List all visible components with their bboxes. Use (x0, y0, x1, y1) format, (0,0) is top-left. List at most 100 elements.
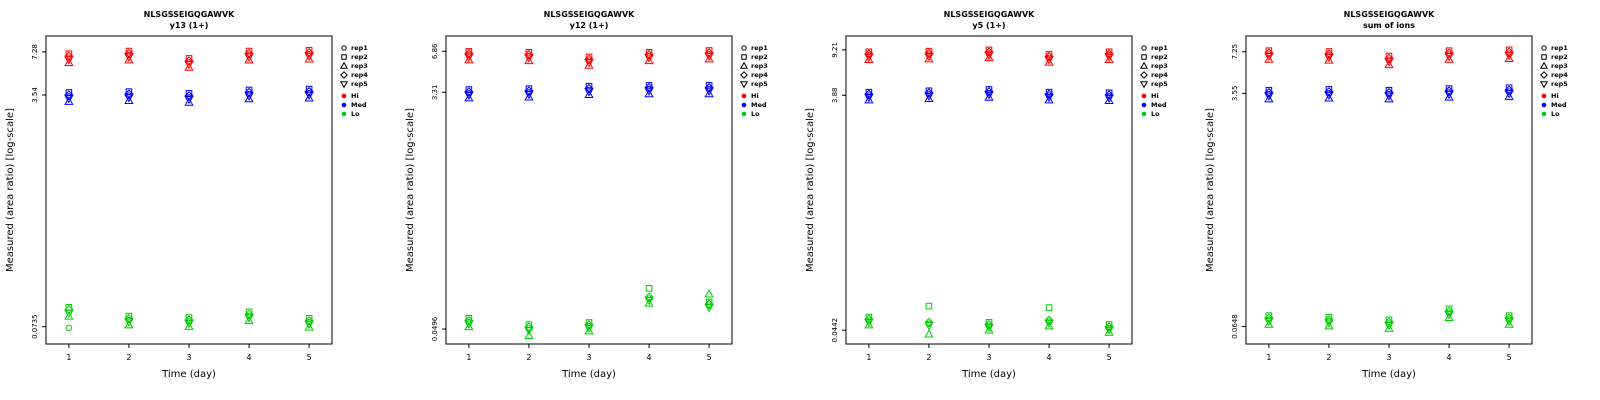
x-tick-label: 3 (1386, 353, 1391, 362)
data-point-triangle-down (1044, 319, 1054, 329)
data-point-triangle-up (184, 62, 194, 71)
legend-swatch-Hi (341, 93, 347, 99)
title-peptide: NLSGSSEIGQGAWVK (944, 10, 1036, 19)
data-point-triangle-up (704, 54, 714, 63)
data-point-diamond (1044, 51, 1054, 61)
data-point-diamond (924, 88, 934, 98)
data-point-diamond (1444, 86, 1454, 96)
legend-label-Lo: Lo (751, 110, 760, 118)
data-point-circle (1141, 45, 1147, 51)
data-point-diamond (304, 86, 314, 96)
data-point-triangle-down (1264, 92, 1274, 101)
chart-panel-y5: NLSGSSEIGQGAWVK y5 (1+) 9.21 3.88 0.0442 1 2 3 4… (805, 10, 1168, 380)
data-point-triangle-down (464, 53, 474, 62)
data-point-triangle-up (1104, 54, 1114, 64)
data-point-triangle-up (984, 325, 994, 334)
data-point-diamond (1104, 322, 1114, 332)
data-point-triangle-up (1539, 61, 1549, 69)
data-point-circle (1541, 45, 1547, 51)
y-tick-label: 0.0648 (1231, 314, 1239, 339)
data-point-triangle-up (1384, 323, 1394, 332)
data-point-triangle-down (244, 314, 254, 323)
title-ion: sum of ions (1363, 21, 1415, 30)
legend-label-Hi: Hi (1551, 92, 1559, 100)
data-point-triangle-down (584, 88, 594, 97)
data-point-diamond (644, 83, 654, 93)
data-point-triangle-up (1324, 55, 1334, 64)
legend-swatch-Lo (1141, 111, 1147, 117)
data-point-triangle-up (1044, 321, 1054, 330)
data-point-triangle-up (244, 55, 254, 64)
data-point-diamond (464, 87, 474, 97)
x-tick-label: 5 (707, 353, 712, 362)
data-point-triangle-up (644, 55, 654, 65)
data-point-triangle-up (1504, 91, 1514, 100)
legend-label-Med: Med (1151, 101, 1167, 109)
data-point-triangle-down (984, 51, 994, 61)
data-point-diamond (1384, 53, 1394, 63)
x-tick-label: 4 (647, 353, 652, 362)
legend-swatch-Med (741, 102, 747, 108)
data-point-triangle-down (864, 93, 874, 103)
data-point-triangle-down (64, 56, 74, 65)
legend-label-rep2: rep2 (1151, 53, 1168, 61)
data-point-diamond (1384, 317, 1394, 327)
legend-label-Hi: Hi (351, 92, 359, 100)
legend-swatch-Hi (1141, 93, 1147, 99)
title-ion: y5 (1+) (972, 21, 1005, 30)
data-point-diamond (524, 322, 534, 332)
legend-swatch-Lo (1541, 111, 1547, 117)
data-point-triangle-down (1504, 318, 1514, 327)
data-point-diamond (244, 87, 254, 97)
chart-title: NLSGSSEIGQGAWVK y13 (1+) (144, 10, 236, 30)
x-tick-label: 1 (1266, 353, 1271, 362)
data-point-diamond (524, 49, 534, 59)
data-point-triangle-down (704, 52, 714, 62)
y-tick-label: 6.86 (431, 43, 439, 59)
data-point-triangle-up (984, 92, 994, 101)
data-point-triangle-up (304, 93, 314, 102)
data-point-diamond (1264, 48, 1274, 58)
data-point-diamond (64, 305, 74, 315)
legend-label-rep5: rep5 (351, 80, 368, 88)
data-point-triangle-down (1044, 93, 1054, 103)
data-point-triangle-up (184, 97, 194, 106)
legend-label-rep2: rep2 (351, 53, 368, 61)
data-point-triangle-down (924, 322, 934, 331)
data-point-triangle-down (1444, 311, 1454, 320)
data-point-triangle-down (1384, 92, 1394, 101)
legend-label-rep1: rep1 (351, 44, 368, 52)
data-point-triangle-down (739, 81, 749, 89)
data-point-triangle-up (304, 322, 314, 331)
data-point-triangle-down (924, 53, 934, 62)
data-point-triangle-down (1539, 81, 1549, 89)
data-point-triangle-up (1264, 54, 1274, 63)
data-point-triangle-up (1264, 319, 1274, 328)
y-tick-label: 7.28 (31, 44, 39, 60)
data-point-triangle-up (524, 55, 534, 65)
data-point-diamond (340, 71, 348, 79)
x-tick-label: 2 (1326, 353, 1331, 362)
data-point-diamond (644, 49, 654, 59)
points (64, 46, 314, 332)
y-tick-label: 9.21 (831, 42, 839, 58)
legend-swatch-Hi (741, 93, 747, 99)
data-point-diamond (124, 89, 134, 99)
data-point-triangle-up (984, 52, 994, 62)
legend-label-rep4: rep4 (351, 71, 368, 79)
data-point-diamond (304, 316, 314, 326)
data-point-diamond (1504, 47, 1514, 57)
data-point-diamond (1044, 89, 1054, 99)
data-point-triangle-down (1264, 318, 1274, 327)
data-point-diamond (1384, 87, 1394, 97)
data-point-diamond (244, 48, 254, 58)
data-point-diamond (1324, 49, 1334, 59)
legend-swatch-Hi (1541, 93, 1547, 99)
y-axis-label: Measured (area ratio) [log-scale] (405, 108, 416, 272)
data-point-diamond (864, 49, 874, 59)
data-point-diamond (864, 314, 874, 324)
data-point-diamond (1324, 314, 1334, 324)
